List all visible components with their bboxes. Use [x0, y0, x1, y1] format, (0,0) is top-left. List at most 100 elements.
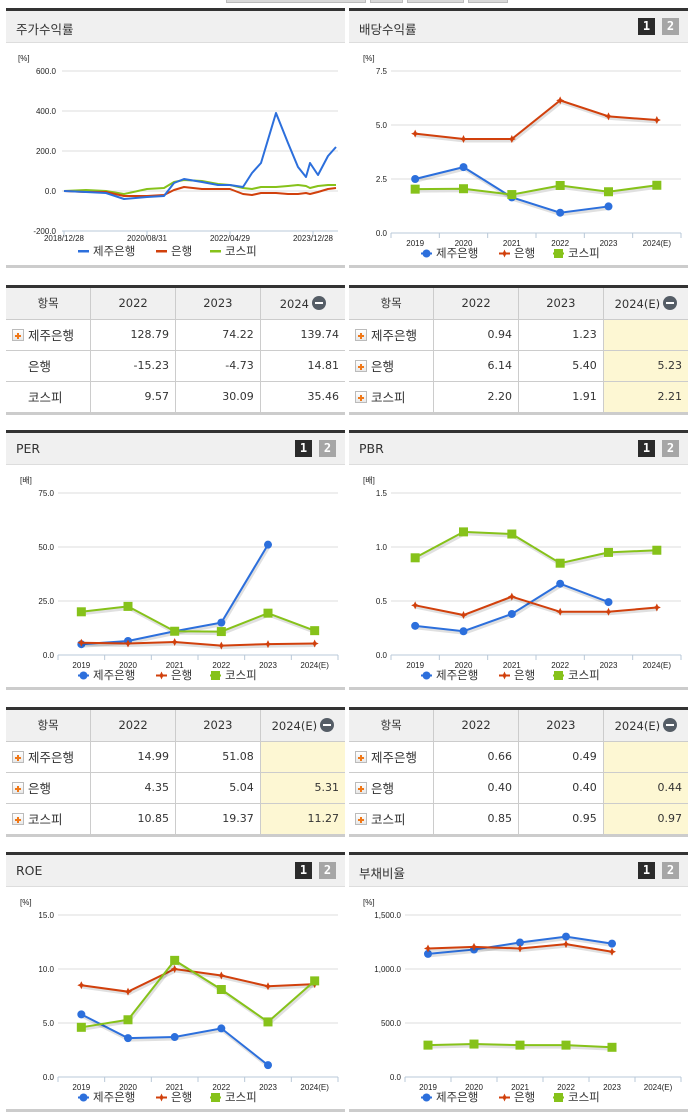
expand-plus-icon[interactable]: [355, 391, 367, 404]
top-tab[interactable]: [468, 0, 508, 3]
row-label[interactable]: 코스피: [349, 381, 435, 412]
legend-label[interactable]: 은행: [514, 668, 535, 682]
expand-plus-icon[interactable]: [355, 813, 367, 826]
legend-label[interactable]: 코스피: [568, 246, 600, 260]
page-1-button[interactable]: 1: [638, 862, 655, 879]
expand-plus-icon[interactable]: [355, 782, 367, 794]
page-1-button[interactable]: 1: [295, 440, 312, 457]
chart-area: [배] 75.0 50.0 25.0 0.0 2019 2020 2021 2022 2023 20…: [6, 465, 345, 687]
page-1-button[interactable]: 1: [295, 862, 312, 879]
x-tick-label: 2023/12/28: [293, 234, 334, 243]
row-label[interactable]: 은행: [349, 772, 435, 804]
table-cell: -4.73: [175, 350, 261, 382]
legend-label[interactable]: 코스피: [568, 1090, 600, 1104]
x-tick-label: 2024(E): [300, 661, 329, 670]
x-tick-label: 2023: [600, 239, 618, 248]
legend-label[interactable]: 은행: [514, 1090, 535, 1104]
legend-label[interactable]: 제주은행: [436, 246, 478, 260]
legend-label[interactable]: 제주은행: [436, 1090, 478, 1104]
expand-plus-icon[interactable]: [355, 360, 367, 372]
collapse-icon[interactable]: [312, 295, 327, 310]
square-marker: [410, 553, 420, 563]
per-chart-panel: PER 1 2 [배] 75.0 50.0 25.0 0.0 2019 2020 2021 20…: [6, 430, 345, 690]
page-2-button[interactable]: 2: [662, 18, 679, 35]
table-row: 제주은행 14.99 51.08: [6, 741, 345, 773]
top-tab[interactable]: [407, 0, 464, 3]
series-line: [81, 641, 315, 647]
collapse-icon[interactable]: [663, 717, 678, 732]
page-2-button[interactable]: 2: [319, 440, 336, 457]
table-cell: 0.85: [433, 803, 519, 834]
table-cell: 51.08: [175, 741, 261, 773]
star-marker: [77, 638, 86, 647]
star-marker: [652, 116, 661, 125]
star-marker: [264, 982, 272, 991]
top-tab[interactable]: [226, 0, 366, 3]
legend-label[interactable]: 제주은행: [93, 244, 135, 258]
x-tick-label: 2019: [406, 661, 424, 670]
legend-label[interactable]: 코스피: [568, 668, 600, 682]
x-tick-label: 2019: [419, 1083, 437, 1092]
row-label[interactable]: 제주은행: [349, 319, 435, 351]
legend-line-icon: [78, 250, 89, 253]
row-label[interactable]: 제주은행: [349, 741, 435, 773]
table-cell: [603, 319, 688, 351]
circle-marker: [264, 1061, 272, 1070]
legend-label[interactable]: 제주은행: [436, 668, 478, 682]
expand-plus-icon[interactable]: [12, 751, 24, 763]
page-2-button[interactable]: 2: [662, 862, 679, 879]
expand-plus-icon[interactable]: [355, 329, 367, 341]
page-2-button[interactable]: 2: [319, 862, 336, 879]
legend-label[interactable]: 은행: [171, 668, 192, 682]
debt-ratio-chart-panel: 부채비율 1 2 [%] 1,500.0 1,000.0 500.0 0.0 2019 20…: [349, 852, 688, 1112]
row-label[interactable]: 코스피: [349, 803, 435, 834]
y-tick-label: 7.5: [376, 67, 388, 76]
page-1-button[interactable]: 1: [638, 440, 655, 457]
row-label[interactable]: 코스피: [6, 803, 92, 834]
chart-header: 부채비율 1 2: [349, 855, 688, 887]
legend-label[interactable]: 은행: [171, 244, 192, 258]
circle-marker: [411, 175, 420, 183]
collapse-icon[interactable]: [320, 717, 335, 732]
star-marker: [516, 944, 524, 953]
legend-label[interactable]: 제주은행: [93, 1090, 135, 1104]
y-axis-unit: [%]: [20, 898, 32, 907]
circle-marker: [79, 671, 88, 680]
collapse-icon[interactable]: [663, 295, 678, 310]
expand-plus-icon[interactable]: [12, 782, 24, 794]
expand-plus-icon[interactable]: [12, 329, 24, 341]
page-2-button[interactable]: 2: [662, 440, 679, 457]
row-label[interactable]: 제주은행: [6, 319, 92, 351]
x-tick-label: 2023: [603, 1083, 621, 1092]
series-line: [415, 184, 657, 196]
page-buttons: 1 2: [638, 18, 679, 35]
circle-marker: [264, 540, 272, 549]
square-marker: [607, 1042, 617, 1052]
legend-label[interactable]: 코스피: [225, 668, 257, 682]
row-label[interactable]: 은행: [349, 350, 435, 382]
table-cell: 5.23: [603, 350, 688, 382]
row-label[interactable]: 제주은행: [6, 741, 92, 773]
chart-title: PBR: [359, 441, 384, 456]
page-buttons: 1 2: [295, 440, 336, 457]
star-marker: [470, 942, 478, 951]
top-tab[interactable]: [370, 0, 403, 3]
star-marker: [424, 944, 432, 953]
legend-label[interactable]: 코스피: [225, 244, 257, 258]
x-tick-label: 2024(E): [643, 661, 672, 670]
expand-plus-icon[interactable]: [12, 813, 24, 826]
x-tick-label: 2021: [503, 661, 521, 670]
legend-label[interactable]: 제주은행: [93, 668, 135, 682]
expand-plus-icon[interactable]: [355, 751, 367, 763]
column-header: 항목: [6, 710, 92, 742]
table-header-row: 항목 2022 2023 2024(E): [349, 710, 688, 742]
y-tick-label: 2.5: [376, 175, 388, 184]
x-tick-label: 2022: [557, 1083, 575, 1092]
square-marker: [211, 671, 220, 680]
legend-label[interactable]: 은행: [514, 246, 535, 260]
row-label[interactable]: 은행: [6, 772, 92, 804]
page-1-button[interactable]: 1: [638, 18, 655, 35]
star-marker: [124, 987, 132, 996]
legend-label[interactable]: 코스피: [225, 1090, 257, 1104]
legend-label[interactable]: 은행: [171, 1090, 192, 1104]
